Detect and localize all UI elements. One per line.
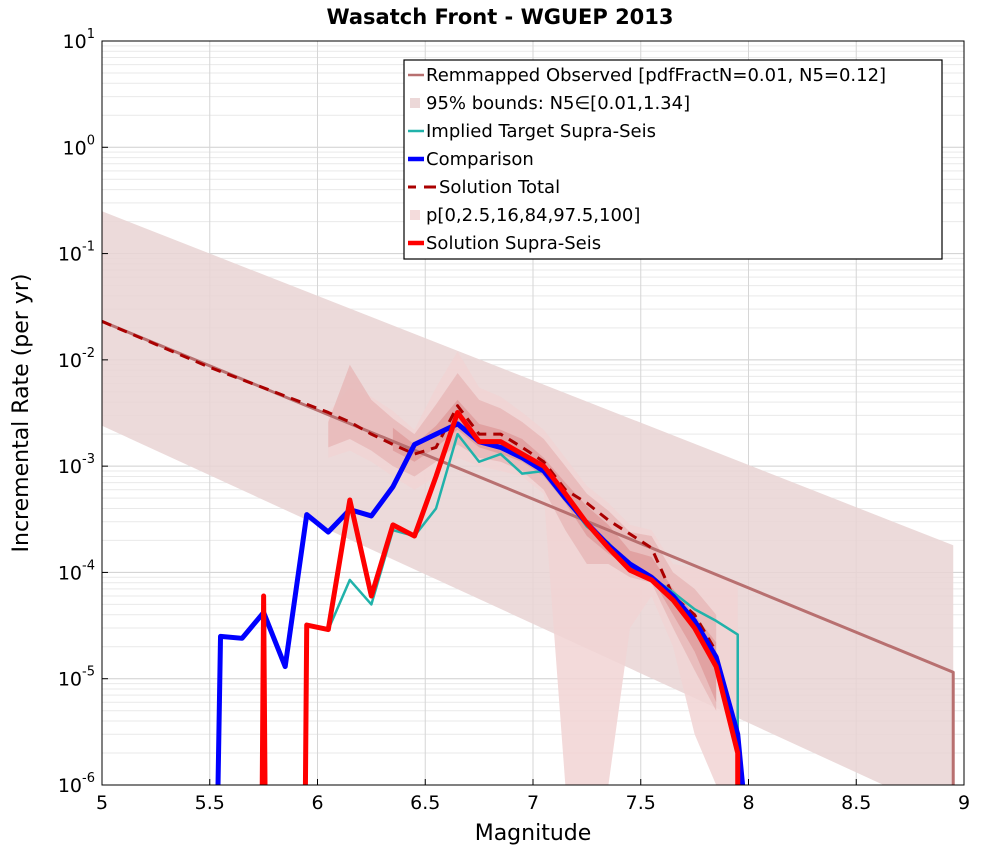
legend: Remmapped Observed [pdfFractN=0.01, N5=0…	[403, 59, 943, 260]
legend-label: Solution Supra-Seis	[426, 233, 601, 254]
y-tick-label: 101	[63, 27, 95, 53]
x-tick-label: 6.5	[410, 792, 440, 814]
y-axis-label: Incremental Rate (per yr)	[9, 274, 34, 553]
legend-label: 95% bounds: N5∈[0.01,1.34]	[426, 93, 690, 114]
x-tick-label: 7	[527, 792, 539, 814]
legend-swatch	[410, 210, 420, 220]
y-tick-label: 10-6	[58, 771, 95, 797]
series-line-1	[102, 320, 718, 653]
x-axis-label: Magnitude	[475, 821, 592, 846]
x-tick-label: 8.5	[841, 792, 871, 814]
legend-label: p[0,2.5,16,84,97.5,100]	[426, 205, 640, 226]
x-tick-label: 9	[958, 792, 970, 814]
y-tick-label: 10-5	[58, 665, 95, 691]
y-tick-label: 10-4	[58, 558, 95, 584]
x-tick-label: 6	[311, 792, 323, 814]
y-tick-label: 10-3	[58, 452, 95, 478]
legend-swatch	[410, 98, 420, 108]
legend-label: Implied Target Supra-Seis	[426, 121, 656, 142]
x-tick-label: 5.5	[195, 792, 225, 814]
y-tick-label: 100	[63, 133, 95, 159]
legend-label: Comparison	[426, 149, 534, 170]
y-tick-label: 10-1	[58, 240, 95, 266]
legend-label: Remmapped Observed [pdfFractN=0.01, N5=0…	[426, 65, 886, 86]
tick-labels: 5 5.5 6 6.5 7 7.5 8 8.5 9 10-6 10-5 10-4 10-3 10-2 10-…	[58, 27, 970, 814]
x-tick-label: 5	[96, 792, 108, 814]
legend-box	[403, 59, 943, 260]
series-line-0	[102, 320, 955, 785]
series-line-4	[259, 409, 741, 785]
y-tick-label: 10-2	[58, 346, 95, 372]
series-lines	[102, 320, 955, 785]
x-tick-label: 7.5	[626, 792, 656, 814]
legend-label: Solution Total	[439, 177, 560, 198]
chart-title: Wasatch Front - WGUEP 2013	[326, 5, 673, 29]
x-tick-label: 8	[742, 792, 754, 814]
